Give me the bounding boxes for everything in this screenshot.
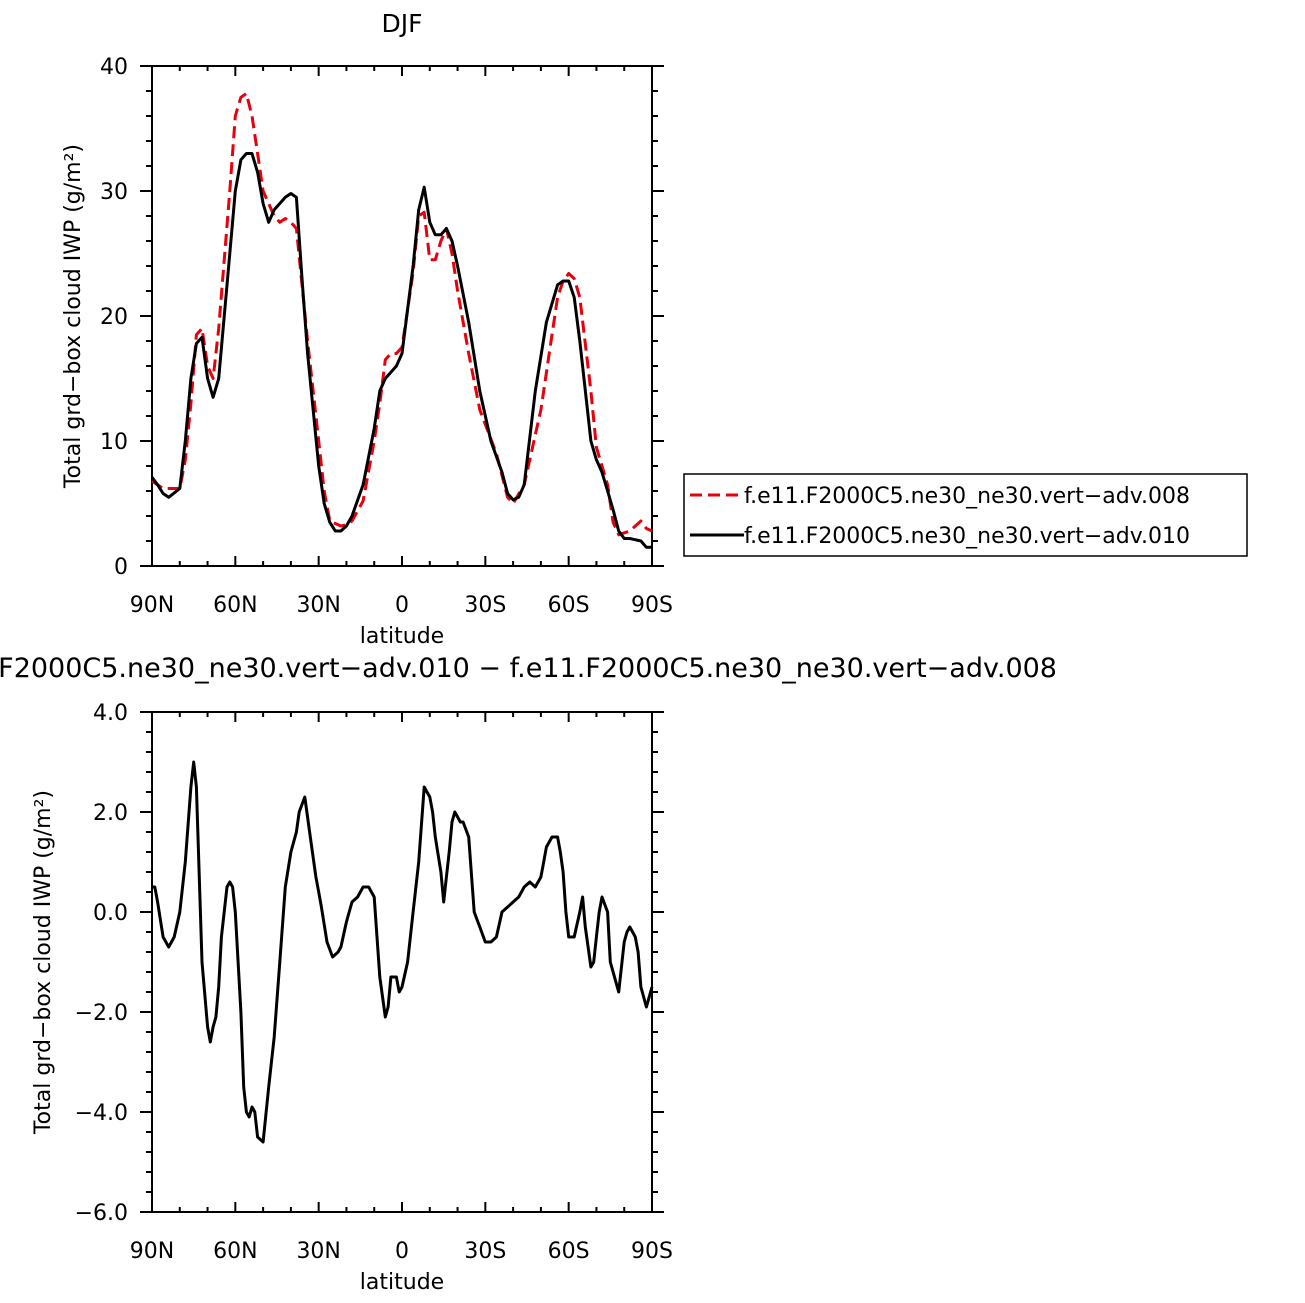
plot-frame (151, 711, 653, 1213)
x-tick-label: 30S (464, 1239, 506, 1264)
legend-box (683, 473, 1248, 557)
x-tick-label: 90S (631, 593, 673, 618)
y-tick-label: 40 (100, 55, 128, 80)
x-axis-label: latitude (360, 624, 444, 649)
series-group (150, 92, 653, 549)
y-tick-label: 30 (100, 180, 128, 205)
x-tick-label: 30S (464, 593, 506, 618)
y-axis: 0 10 20 30 40 Total grd−box cloud IWP (g/m²) (61, 55, 664, 580)
x-tick-label: 0 (395, 1239, 409, 1264)
x-tick-label: 60N (213, 1239, 257, 1264)
y-tick-label: −2.0 (75, 1001, 128, 1026)
y-tick-label: 0 (114, 555, 128, 580)
x-axis-label: latitude (360, 1270, 444, 1295)
x-axis: 90N 60N 30N 0 30S 60S 90S latitude (130, 66, 673, 649)
y-tick-label: −4.0 (75, 1101, 128, 1126)
y-axis-label: Total grd−box cloud IWP (g/m²) (31, 790, 56, 1135)
x-tick-label: 60S (548, 593, 590, 618)
x-tick-label: 90N (130, 593, 174, 618)
y-tick-label: −6.0 (75, 1201, 128, 1226)
chart-title: DJF (381, 9, 422, 38)
y-tick-label: 10 (100, 430, 128, 455)
y-tick-label: 0.0 (93, 901, 128, 926)
series-line-1 (150, 152, 652, 549)
x-tick-label: 60S (548, 1239, 590, 1264)
y-axis-label: Total grd−box cloud IWP (g/m²) (61, 144, 86, 489)
x-axis: 90N 60N 30N 0 30S 60S 90S latitude (130, 712, 673, 1295)
legend-label-0: f.e11.F2000C5.ne30_ne30.vert−adv.008 (744, 484, 1190, 509)
legend-label-1: f.e11.F2000C5.ne30_ne30.vert−adv.010 (744, 524, 1190, 549)
series-group (152, 760, 654, 1144)
legend: f.e11.F2000C5.ne30_ne30.vert−adv.008 f.e1… (683, 473, 1248, 557)
y-tick-label: 20 (100, 305, 128, 330)
x-tick-label: 30N (296, 593, 340, 618)
y-axis: −6.0 −4.0 −2.0 0.0 2.0 4.0 Total grd−box cloud… (31, 701, 664, 1226)
x-tick-label: 60N (213, 593, 257, 618)
x-tick-label: 90N (130, 1239, 174, 1264)
top-panel: DJF 90N 60N 30N 0 30S 60S 90S latitude 0 10 20 30 40 T… (61, 9, 673, 649)
x-tick-label: 90S (631, 1239, 673, 1264)
series-line-0 (152, 760, 654, 1144)
y-tick-label: 4.0 (93, 701, 128, 726)
chart-title: f.e11.F2000C5.ne30_ne30.vert−adv.010 − f… (0, 653, 1057, 684)
x-tick-label: 0 (395, 593, 409, 618)
x-tick-label: 30N (296, 1239, 340, 1264)
series-line-0 (151, 92, 653, 537)
y-tick-label: 2.0 (93, 801, 128, 826)
bottom-panel: f.e11.F2000C5.ne30_ne30.vert−adv.010 − f… (0, 653, 1057, 1295)
